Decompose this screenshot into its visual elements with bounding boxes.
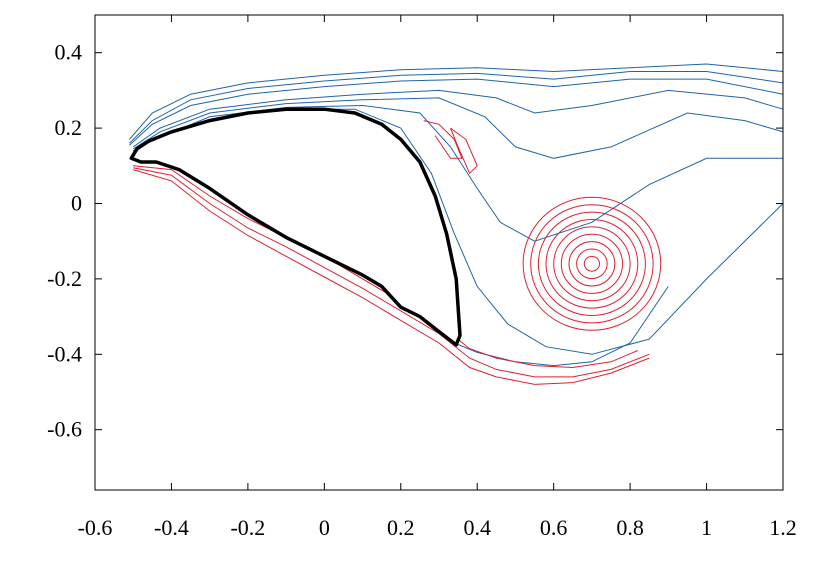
- x-tick-label-5: 0.4: [463, 515, 491, 540]
- y-tick-label-1: 0.2: [55, 115, 83, 140]
- negative-contour-3: [450, 127, 478, 175]
- x-tick-label-2: -0.2: [230, 515, 265, 540]
- positive-contour-3: [132, 89, 784, 148]
- positive-contour-4: [132, 97, 784, 159]
- vortex-ring-8: [522, 196, 662, 331]
- vortex-ring-6: [537, 211, 646, 316]
- vortex-ring-4: [553, 226, 631, 302]
- vortex-ring-3: [560, 233, 624, 294]
- body-outline: [129, 107, 462, 347]
- x-tick-label-3: 0: [319, 515, 330, 540]
- x-tick-labels: -0.6 -0.4 -0.2 0 0.2 0.4 0.6 0.8 1 1.2: [78, 515, 797, 540]
- negative-contour-2: [133, 169, 650, 385]
- y-tick-label-0: 0.4: [55, 40, 83, 65]
- streamline-contours: [129, 63, 784, 385]
- y-tick-label-2: 0: [71, 190, 82, 215]
- y-tick-labels: 0.4 0.2 0 -0.2 -0.4 -0.6: [47, 40, 82, 442]
- x-tick-label-0: -0.6: [78, 515, 113, 540]
- positive-contour-0: [129, 63, 784, 140]
- x-tick-label-9: 1.2: [769, 515, 797, 540]
- positive-contour-1: [129, 71, 784, 144]
- plot-frame: [94, 14, 784, 491]
- positive-contour-2: [129, 78, 784, 146]
- axis-ticks: [94, 15, 784, 490]
- vortex-ring-7: [530, 204, 654, 324]
- positive-contour-5: [132, 104, 783, 242]
- vortex-ring-2: [568, 241, 616, 287]
- x-tick-label-1: -0.4: [154, 515, 189, 540]
- y-tick-label-3: -0.2: [47, 266, 82, 291]
- vortex-ring-5: [545, 218, 639, 309]
- x-tick-label-7: 0.8: [616, 515, 644, 540]
- y-tick-label-4: -0.4: [47, 341, 82, 366]
- positive-contour-7: [454, 286, 669, 367]
- body-outline-layer: [129, 107, 462, 347]
- x-tick-label-6: 0.6: [540, 515, 568, 540]
- vortex-ring-0: [583, 255, 601, 272]
- x-tick-label-8: 1: [701, 515, 712, 540]
- x-tick-label-4: 0.2: [387, 515, 415, 540]
- negative-contour-4: [423, 120, 463, 159]
- y-tick-label-5: -0.6: [47, 417, 82, 442]
- vortex-ring-1: [576, 248, 608, 280]
- negative-contour-1: [133, 167, 650, 378]
